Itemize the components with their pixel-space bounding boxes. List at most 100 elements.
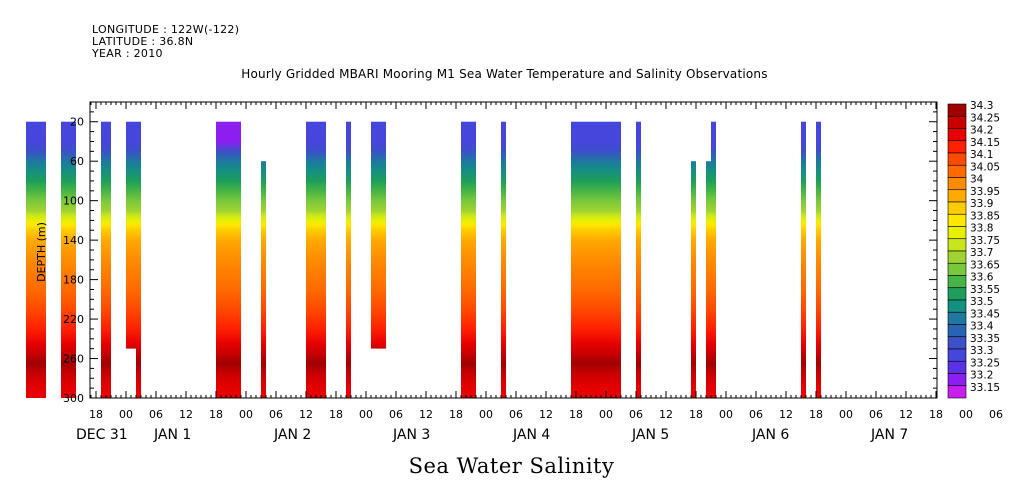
colorbar-label: 33.85 <box>970 210 1000 222</box>
longitude-label: LONGITUDE : 122W(-122) <box>92 23 240 36</box>
x-tick-label: 12 <box>299 408 313 421</box>
x-tick-label: 12 <box>779 408 793 421</box>
x-tick-label: 18 <box>449 408 463 421</box>
y-tick-label: 140 <box>63 234 84 247</box>
colorbar-swatch <box>947 164 967 178</box>
data-segment <box>216 121 241 398</box>
data-segment <box>136 121 141 398</box>
x-day-label: JAN 2 <box>273 427 311 443</box>
x-tick-label: 18 <box>329 408 343 421</box>
colorbar-label: 33.95 <box>970 186 1000 198</box>
colorbar-swatch <box>947 262 967 276</box>
data-segment <box>126 121 136 349</box>
colorbar-label: 34.2 <box>970 125 993 137</box>
data-segment <box>61 121 76 398</box>
x-tick-label: 12 <box>659 408 673 421</box>
x-day-label: JAN 6 <box>751 427 789 443</box>
colorbar-swatch <box>947 250 967 264</box>
colorbar-swatch <box>947 115 967 129</box>
colorbar-swatch <box>947 385 967 399</box>
x-tick-label: 18 <box>929 408 943 421</box>
variable-title: Sea Water Salinity <box>408 454 615 478</box>
x-day-label: JAN 3 <box>392 427 430 443</box>
colorbar-swatch <box>947 373 967 387</box>
x-tick-label: 00 <box>719 408 733 421</box>
colorbar-label: 33.45 <box>970 308 1000 320</box>
data-segment <box>101 121 111 398</box>
y-tick-label: 220 <box>63 313 84 326</box>
data-segment <box>306 121 326 398</box>
colorbar-label: 33.75 <box>970 235 1000 247</box>
colorbar-label: 34.05 <box>970 161 1000 173</box>
y-tick-label: 20 <box>70 116 84 129</box>
colorbar-label: 34.1 <box>970 149 993 161</box>
colorbar-swatch <box>947 360 967 374</box>
year-label: YEAR : 2010 <box>92 47 163 60</box>
colorbar-label: 33.55 <box>970 284 1000 296</box>
y-tick-label: 60 <box>70 155 84 168</box>
x-tick-label: 18 <box>809 408 823 421</box>
x-tick-label: 12 <box>419 408 433 421</box>
x-day-label: JAN 1 <box>153 427 191 443</box>
x-tick-label: 06 <box>149 408 163 421</box>
x-tick-label: 00 <box>359 408 373 421</box>
x-tick-label: 06 <box>389 408 403 421</box>
colorbar-label: 33.35 <box>970 333 1000 345</box>
colorbar-swatch <box>947 348 967 362</box>
x-axis: 18 00 06 12 18 00 06 12 18 00 06 12 18 00 06 12 18 00 06 12… <box>76 102 1003 443</box>
y-tick-label: 180 <box>63 274 84 287</box>
data-segment <box>26 121 46 398</box>
x-tick-label: 18 <box>569 408 583 421</box>
x-tick-label: 12 <box>899 408 913 421</box>
x-tick-label: 00 <box>479 408 493 421</box>
colorbar-label: 33.8 <box>970 223 993 235</box>
data-segment <box>691 161 696 398</box>
colorbar-label: 33.7 <box>970 247 993 259</box>
x-tick-label: 12 <box>539 408 553 421</box>
colorbar-label: 33.3 <box>970 345 993 357</box>
colorbar-label: 33.65 <box>970 259 1000 271</box>
latitude-label: LATITUDE : 36.8N <box>92 35 194 48</box>
colorbar-swatch <box>947 238 967 252</box>
x-tick-label: 06 <box>989 408 1003 421</box>
data-segment <box>371 121 386 349</box>
colorbar: 34.334.2534.234.1534.134.053433.9533.933… <box>947 100 1000 399</box>
colorbar-swatch <box>947 152 967 166</box>
colorbar-swatch <box>947 201 967 215</box>
data-segment <box>801 121 806 398</box>
colorbar-label: 33.9 <box>970 198 993 210</box>
colorbar-swatch <box>947 213 967 227</box>
colorbar-swatch <box>947 226 967 240</box>
colorbar-label: 33.5 <box>970 296 993 308</box>
data-segment <box>706 161 711 398</box>
colorbar-label: 33.25 <box>970 357 1000 369</box>
x-day-label: JAN 5 <box>631 427 669 443</box>
data-segment <box>711 121 716 398</box>
colorbar-label: 34.15 <box>970 137 1000 149</box>
x-tick-label: 00 <box>119 408 133 421</box>
y-axis-label: DEPTH (m) <box>35 222 48 282</box>
colorbar-swatch <box>947 140 967 154</box>
y-tick-label: 100 <box>63 195 84 208</box>
x-tick-label: 18 <box>689 408 703 421</box>
colorbar-label: 34.25 <box>970 112 1000 124</box>
x-tick-label: 00 <box>239 408 253 421</box>
chart-title: Hourly Gridded MBARI Mooring M1 Sea Wate… <box>241 67 768 81</box>
data-segment <box>261 161 266 398</box>
x-tick-label: 00 <box>959 408 973 421</box>
colorbar-label: 33.4 <box>970 321 994 333</box>
data-segment <box>816 121 821 398</box>
colorbar-label: 33.15 <box>970 382 1000 394</box>
x-tick-label: 18 <box>209 408 223 421</box>
colorbar-swatch <box>947 299 967 313</box>
colorbar-swatch <box>947 177 967 191</box>
y-axis: 20 60 100 140 180 220 260 300 <box>63 111 937 405</box>
colorbar-swatch <box>947 103 967 117</box>
colorbar-swatch <box>947 287 967 301</box>
x-tick-label: 06 <box>509 408 523 421</box>
colorbar-swatch <box>947 336 967 350</box>
colorbar-label: 34 <box>970 174 984 186</box>
y-tick-label: 260 <box>63 353 84 366</box>
x-tick-label: 18 <box>89 408 103 421</box>
